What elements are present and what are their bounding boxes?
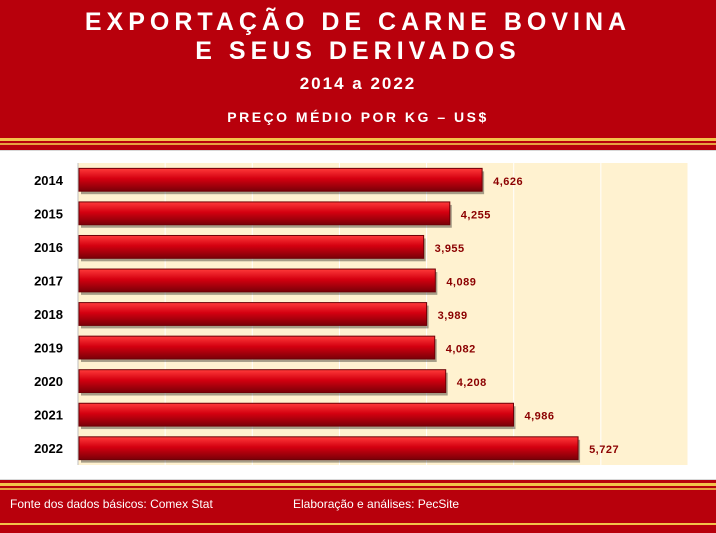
elaboration-note: Elaboração e análises: PecSite xyxy=(293,497,460,511)
bar xyxy=(78,268,436,293)
bar xyxy=(78,302,428,326)
bar xyxy=(78,402,514,427)
bar-chart: 2014 4,626 2015 4,255 2016 3,955 2017 4,089 2018… xyxy=(34,163,689,465)
category-label: 2020 xyxy=(34,374,63,389)
title-line-1: EXPORTAÇÃO DE CARNE BOVINA xyxy=(84,8,632,36)
category-label: 2014 xyxy=(34,173,64,188)
bar xyxy=(78,167,483,192)
data-label: 4,986 xyxy=(524,411,554,423)
data-label: 4,089 xyxy=(446,276,476,288)
title-line-2: E SEUS DERIVADOS xyxy=(195,37,521,65)
data-label: 4,626 xyxy=(493,176,523,188)
category-label: 2016 xyxy=(34,240,63,255)
separator-line xyxy=(0,523,716,525)
data-label: 3,989 xyxy=(438,310,468,322)
separator-line xyxy=(0,143,716,145)
chart-title: EXPORTAÇÃO DE CARNE BOVINA E SEUS DERIVA… xyxy=(0,8,716,66)
chart-period: 2014 a 2022 xyxy=(299,74,417,93)
category-label: 2019 xyxy=(34,341,63,356)
category-label: 2017 xyxy=(34,273,63,288)
chart-header: EXPORTAÇÃO DE CARNE BOVINA E SEUS DERIVA… xyxy=(0,0,716,140)
category-label: 2018 xyxy=(34,307,63,322)
separator-line xyxy=(0,488,716,490)
separator-line xyxy=(0,483,716,486)
chart-panel: 2014 4,626 2015 4,255 2016 3,955 2017 4,089 2018… xyxy=(0,150,716,480)
bar xyxy=(78,234,425,259)
category-label: 2015 xyxy=(34,206,63,221)
bar xyxy=(78,436,579,461)
chart-unit: PREÇO MÉDIO POR KG – US$ xyxy=(227,109,489,125)
separator-line xyxy=(0,138,716,141)
category-label: 2021 xyxy=(34,408,63,423)
category-label: 2022 xyxy=(34,441,63,456)
source-note: Fonte dos dados básicos: Comex Stat xyxy=(10,497,213,511)
data-label: 4,208 xyxy=(457,377,487,389)
bar xyxy=(78,335,436,360)
data-label: 3,955 xyxy=(435,243,465,255)
bar xyxy=(78,201,451,226)
data-label: 5,727 xyxy=(589,444,619,456)
data-label: 4,255 xyxy=(461,209,491,221)
bar xyxy=(78,369,447,394)
chart-footer: Fonte dos dados básicos: Comex Stat Elab… xyxy=(0,497,716,517)
data-label: 4,082 xyxy=(446,344,476,356)
